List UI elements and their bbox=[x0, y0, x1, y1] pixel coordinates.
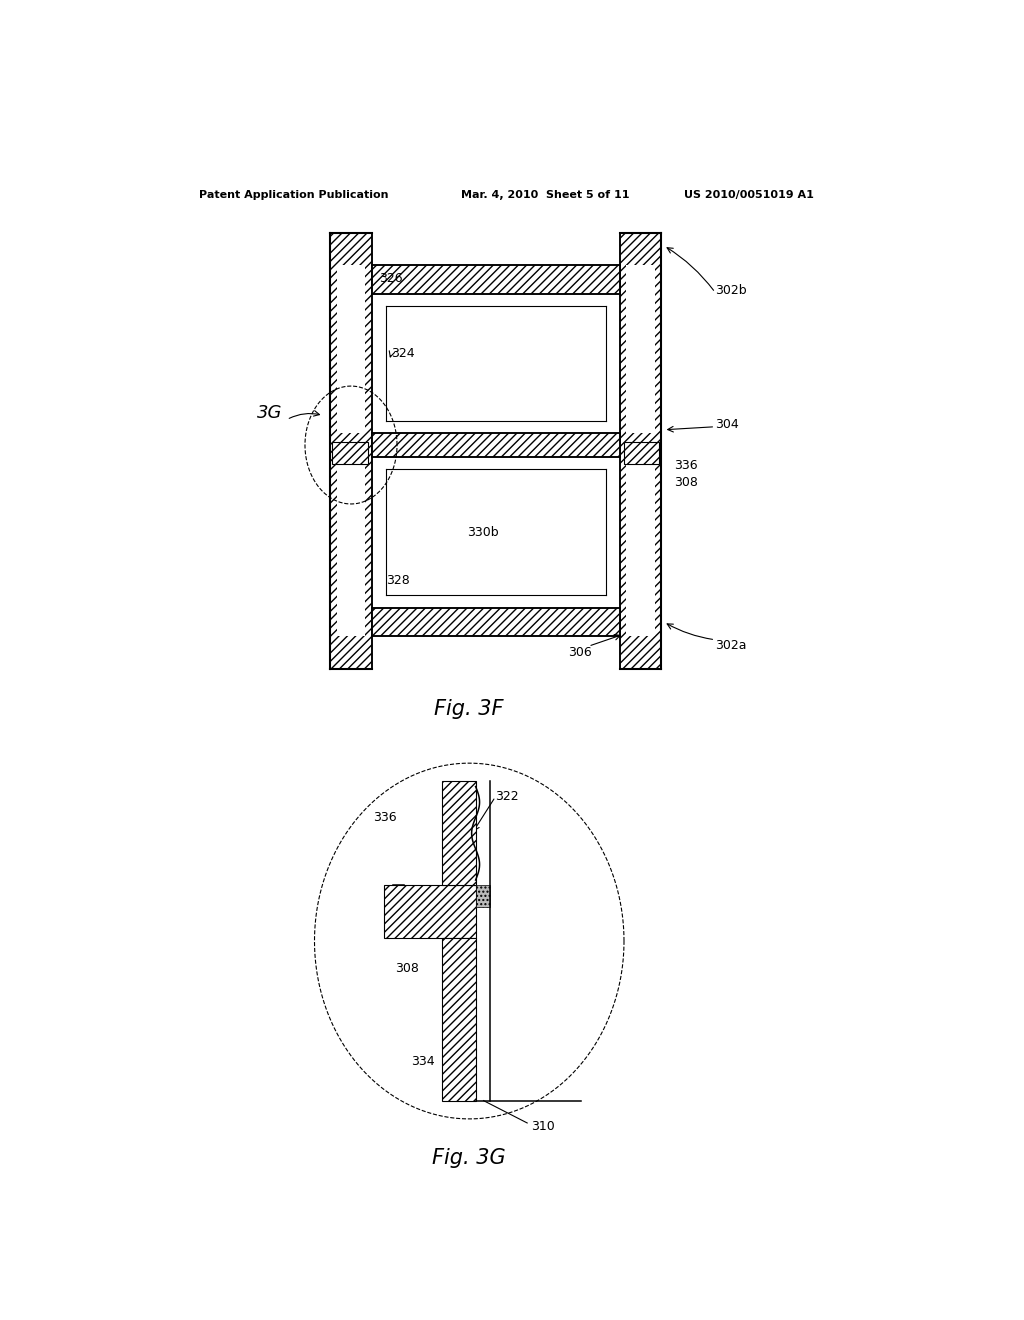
Text: 310: 310 bbox=[531, 1119, 555, 1133]
Bar bbox=[372, 433, 621, 457]
Text: Mar. 4, 2010  Sheet 5 of 11: Mar. 4, 2010 Sheet 5 of 11 bbox=[461, 190, 630, 201]
Text: 3G: 3G bbox=[256, 404, 282, 421]
Text: Fig. 3F: Fig. 3F bbox=[434, 700, 504, 719]
Bar bbox=[337, 265, 366, 433]
Text: Fig. 3G: Fig. 3G bbox=[432, 1147, 506, 1167]
Text: 330b: 330b bbox=[467, 525, 499, 539]
Bar bbox=[372, 607, 621, 636]
Text: 328: 328 bbox=[386, 574, 410, 587]
Text: 322: 322 bbox=[496, 791, 519, 803]
Text: 334: 334 bbox=[411, 1056, 434, 1068]
Text: 306: 306 bbox=[568, 647, 592, 659]
Bar bbox=[627, 457, 655, 636]
Text: 308: 308 bbox=[674, 475, 698, 488]
Text: Patent Application Publication: Patent Application Publication bbox=[200, 190, 389, 201]
Bar bbox=[337, 457, 366, 636]
Text: 324: 324 bbox=[391, 347, 415, 359]
Bar bbox=[384, 886, 475, 939]
Text: 302b: 302b bbox=[715, 284, 746, 297]
Bar bbox=[625, 442, 659, 463]
Text: 336: 336 bbox=[674, 459, 697, 473]
Bar bbox=[333, 442, 368, 463]
Bar bbox=[475, 886, 489, 907]
Text: 308: 308 bbox=[394, 962, 419, 975]
Text: T1: T1 bbox=[400, 913, 417, 927]
Text: 302a: 302a bbox=[715, 639, 746, 652]
Bar bbox=[627, 265, 655, 433]
Bar bbox=[331, 232, 372, 669]
Bar bbox=[442, 939, 475, 1101]
Bar bbox=[442, 781, 475, 886]
Text: US 2010/0051019 A1: US 2010/0051019 A1 bbox=[684, 190, 813, 201]
Bar bbox=[620, 232, 662, 669]
Text: 326: 326 bbox=[380, 272, 403, 285]
Text: 336: 336 bbox=[374, 810, 397, 824]
Bar bbox=[372, 265, 621, 293]
Text: 304: 304 bbox=[715, 418, 739, 432]
Text: 332: 332 bbox=[454, 869, 477, 882]
